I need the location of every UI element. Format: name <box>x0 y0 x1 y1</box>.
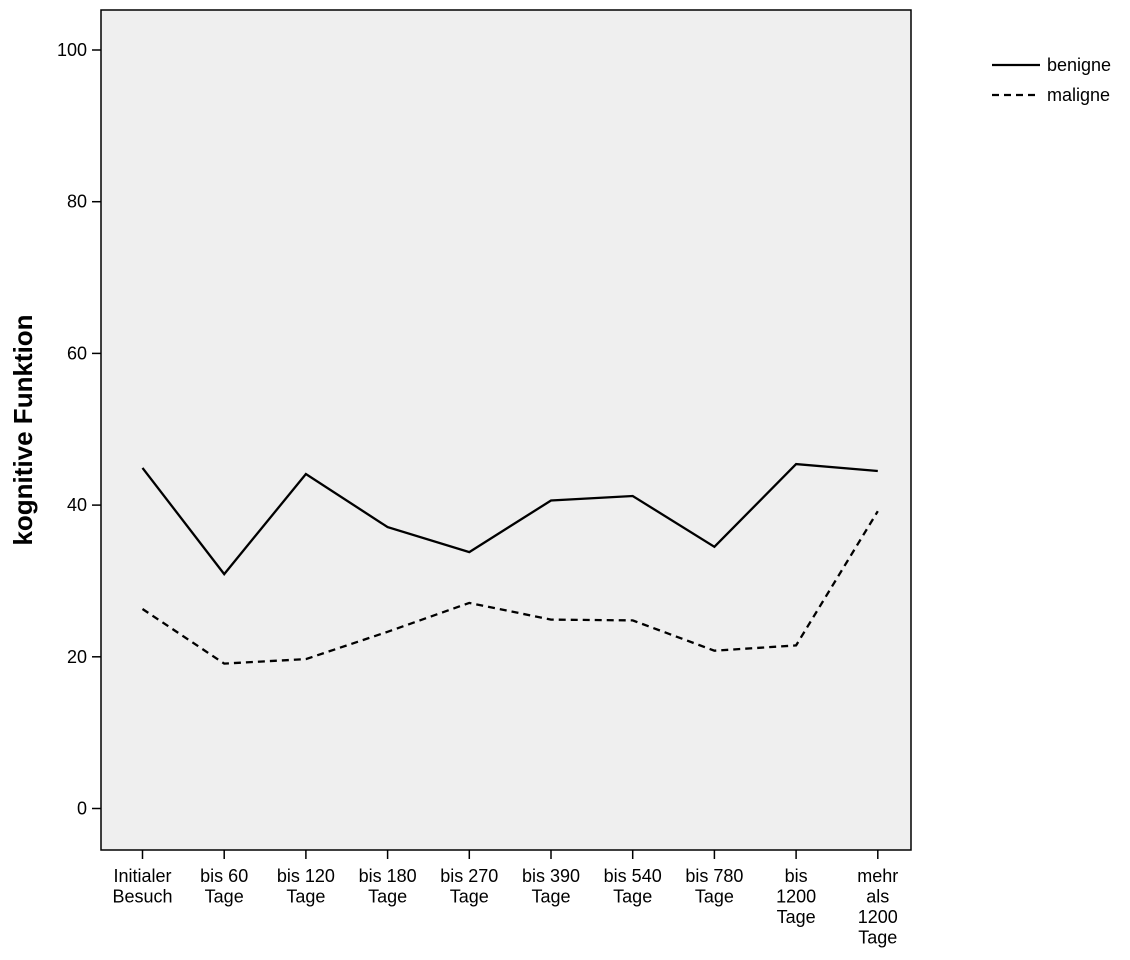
x-tick-label: bis 180 Tage <box>359 866 417 907</box>
x-tick-label: bis 540 Tage <box>604 866 662 907</box>
series-layer <box>141 462 879 665</box>
y-tick-label: 20 <box>67 647 87 667</box>
legend-label-benigne: benigne <box>1047 55 1111 75</box>
legend-label-maligne: maligne <box>1047 85 1110 105</box>
x-tick-label: bis 390 Tage <box>522 866 580 907</box>
x-axis: Initialer Besuch bis 60 Tage bis 120 Tage bis … <box>112 850 898 948</box>
y-axis: 0 20 40 60 80 100 <box>57 40 101 819</box>
x-tick-label: bis 120 Tage <box>277 866 335 907</box>
x-tick-label: mehr als 1200 Tage <box>857 866 898 948</box>
x-tick-label: bis 780 Tage <box>685 866 743 907</box>
legend: benigne maligne <box>992 55 1111 105</box>
y-tick-label: 0 <box>77 799 87 819</box>
y-tick-label: 40 <box>67 495 87 515</box>
series-line-benigne <box>141 462 878 576</box>
y-axis-label: kognitive Funktion <box>8 314 38 545</box>
y-tick-label: 80 <box>67 192 87 212</box>
y-tick-label: 60 <box>67 343 87 363</box>
x-tick-label: bis 270 Tage <box>440 866 498 907</box>
x-tick-label: bis 60 Tage <box>200 866 248 907</box>
x-tick-label: bis 1200 Tage <box>776 866 816 927</box>
y-tick-label: 100 <box>57 40 87 60</box>
plot-area <box>100 9 912 851</box>
x-tick-label: Initialer Besuch <box>112 866 172 907</box>
